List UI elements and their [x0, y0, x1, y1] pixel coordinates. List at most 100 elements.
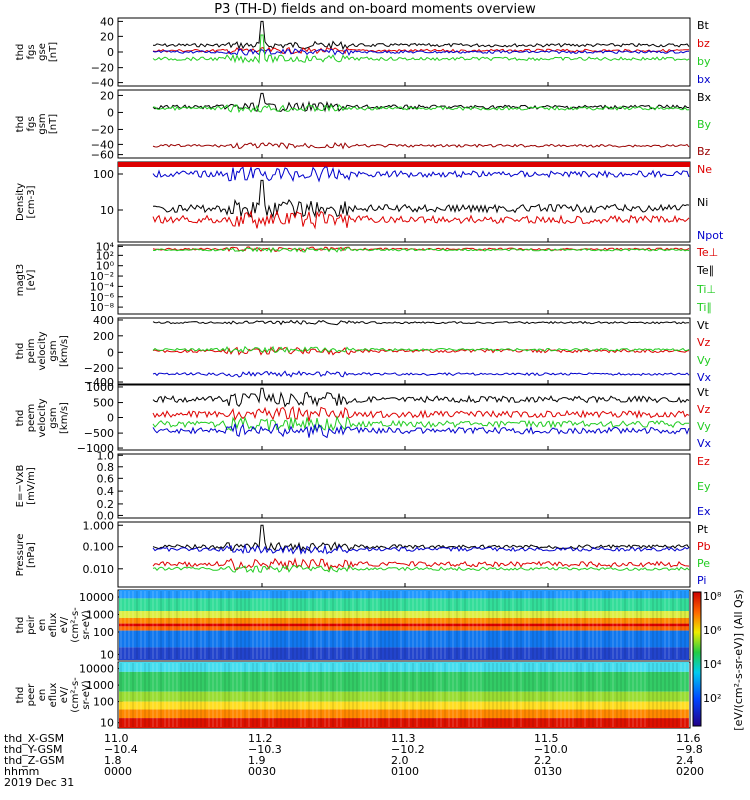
footer-x_gsm-1: 11.2 — [248, 732, 273, 745]
footer-z_gsm-3: 2.2 — [534, 754, 552, 767]
footer-hhmm-0: 0000 — [104, 765, 132, 778]
ytick-label: −40 — [91, 77, 114, 90]
series-pressure-pt — [152, 524, 690, 552]
legend-peem-3: Vx — [697, 437, 712, 450]
ytick-label: 0.100 — [83, 541, 115, 554]
ytick-label: 10000 — [79, 591, 114, 604]
panel-frame-temp — [117, 244, 691, 315]
colorbar-tick: 10⁸ — [703, 590, 722, 603]
ytick-label: 0 — [107, 412, 114, 425]
legend-fgs-gse-1: bz — [697, 37, 710, 50]
ytick-label: 400 — [93, 314, 114, 327]
legend-pressure-2: Pe — [697, 557, 711, 570]
ytick-label: 0 — [107, 346, 114, 359]
legend-density-0: Ne — [697, 163, 712, 176]
footer-y_gsm-3: −10.0 — [534, 743, 568, 756]
ytick-label: 10 — [100, 204, 114, 217]
footer-label-date: 2019 Dec 31 — [4, 776, 75, 789]
ytick-label: 10⁻⁶ — [90, 291, 115, 304]
ytick-label: 1000 — [86, 609, 114, 622]
ylabel-peer: thd peer en eflux eV/ (cm²-s- sr-eV) — [15, 677, 92, 713]
ylabel-temp: magt3 [eV] — [15, 263, 37, 296]
footer-label-y: thd_Y-GSM — [4, 743, 63, 756]
legend-efield-2: Ex — [697, 505, 711, 518]
footer-hhmm-3: 0130 — [534, 765, 562, 778]
footer-y_gsm-1: −10.3 — [248, 743, 282, 756]
ylabel-density: Density [cm-3] — [15, 182, 37, 222]
series-peem-vz — [152, 405, 690, 422]
colorbar-tick: 10⁴ — [703, 658, 722, 671]
ytick-label: 0.0 — [97, 509, 115, 522]
ytick-label: 10 — [100, 717, 114, 730]
footer-label-x: thd_X-GSM — [4, 732, 65, 745]
legend-peem-0: Vt — [697, 386, 709, 399]
footer-x_gsm-2: 11.3 — [391, 732, 416, 745]
legend-peem-2: Vy — [697, 420, 711, 433]
ytick-label: 100 — [93, 168, 114, 181]
legend-temp-0: Te⊥ — [697, 246, 719, 259]
ylabel-fgs-gse: thd fgs gse [nT] — [15, 41, 59, 63]
ytick-label: −1000 — [77, 442, 114, 455]
ytick-label: 20 — [100, 89, 114, 102]
series-fgs-gse-by — [152, 34, 690, 64]
panel-frame-peem — [117, 384, 691, 451]
ytick-label: 20 — [100, 30, 114, 43]
ytick-label: 1.000 — [83, 519, 115, 532]
ytick-label: 0.010 — [83, 563, 115, 576]
series-peim-vt — [152, 319, 690, 326]
series-fgs-gsm-by — [152, 103, 690, 114]
panel-frame-pressure — [117, 521, 691, 588]
legend-efield-0: Ez — [697, 455, 710, 468]
series-peim-vy — [152, 345, 690, 354]
ytick-label: 10⁰ — [96, 260, 115, 273]
ylabel-efield: E=−VxB [mV/m] — [15, 464, 37, 508]
footer-row-labels: thd_X-GSM thd_Y-GSM thd_Z-GSM hhmm 2019 … — [4, 733, 74, 788]
ylabel-peir: thd peir en eflux eV/ (cm²-s- sr-eV) — [15, 607, 92, 643]
ytick-label: 0.2 — [97, 498, 115, 511]
ytick-label: −200 — [84, 362, 114, 375]
legend-density-2: Npot — [697, 229, 724, 242]
legend-peim-0: Vt — [697, 319, 709, 332]
footer-hhmm-4: 0200 — [676, 765, 704, 778]
ytick-label: 10000 — [79, 663, 114, 676]
series-peim-vx — [152, 370, 690, 378]
spectrogram-peir — [119, 590, 690, 660]
legend-fgs-gsm-2: Bz — [697, 145, 711, 158]
ytick-label: 0.6 — [97, 472, 115, 485]
series-density-npot — [152, 166, 690, 183]
ytick-label: 0.4 — [97, 485, 115, 498]
ylabel-pressure: Pressure [nPa] — [15, 533, 37, 576]
ytick-label: 100 — [93, 696, 114, 709]
footer-x_gsm-0: 11.0 — [104, 732, 129, 745]
footer-hhmm-1: 0030 — [248, 765, 276, 778]
footer-label-z: thd_Z-GSM — [4, 754, 65, 767]
series-fgs-gse-bx — [152, 48, 689, 56]
ytick-label: 40 — [100, 15, 114, 28]
plot-title: P3 (TH-D) fields and on-board moments ov… — [214, 2, 536, 17]
colorbar-tick: 10⁶ — [703, 624, 722, 637]
ytick-label: 1000 — [86, 381, 114, 394]
footer-y_gsm-4: −9.8 — [676, 743, 703, 756]
ytick-label: 200 — [93, 330, 114, 343]
ytick-label: −400 — [84, 376, 114, 389]
ytick-label: 1000 — [86, 679, 114, 692]
footer-z_gsm-0: 1.8 — [104, 754, 122, 767]
ytick-label: −20 — [91, 62, 114, 75]
legend-peem-1: Vz — [697, 403, 711, 416]
series-temp-ti — [152, 246, 690, 254]
legend-peim-1: Vz — [697, 336, 711, 350]
series-peem-vt — [152, 387, 690, 408]
series-density-ni — [152, 179, 690, 219]
series-fgs-gse-bz — [152, 46, 689, 55]
legend-fgs-gsm-0: Bx — [697, 91, 712, 104]
panel-frame-efield — [117, 453, 691, 519]
legend-pressure-3: Pi — [697, 574, 707, 587]
legend-pressure-1: Pb — [697, 540, 711, 553]
footer-hhmm-2: 0100 — [391, 765, 419, 778]
series-fgs-gsm-bx — [152, 92, 690, 113]
legend-pressure-0: Pt — [697, 523, 708, 536]
footer-z_gsm-1: 1.9 — [248, 754, 266, 767]
series-pressure-pe — [152, 564, 690, 574]
legend-fgs-gse-2: by — [697, 55, 711, 68]
